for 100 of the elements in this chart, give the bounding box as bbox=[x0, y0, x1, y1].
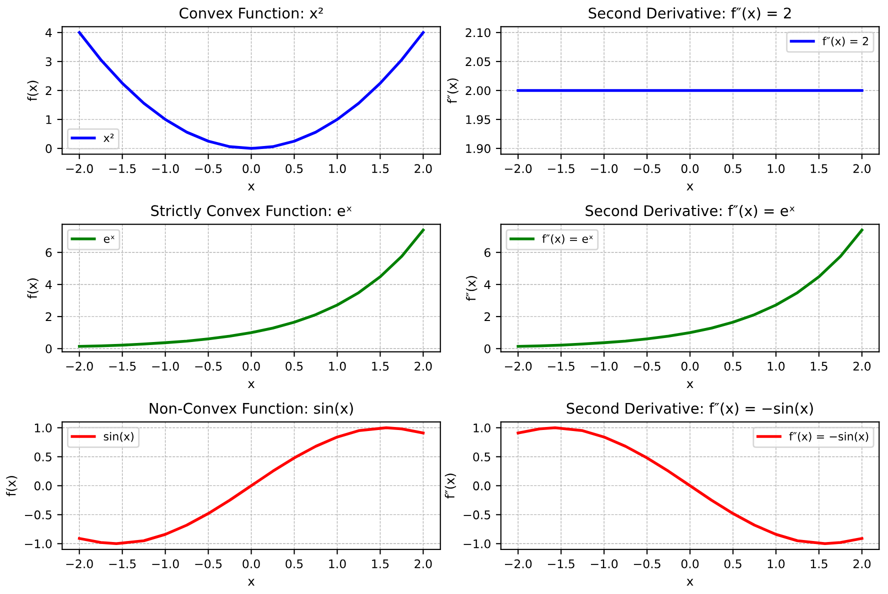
line-series bbox=[78, 426, 425, 546]
x-tick-label: 0.5 bbox=[724, 559, 742, 568]
x-tick-label: 0.0 bbox=[681, 559, 699, 568]
x-tick-label: 0.0 bbox=[242, 362, 260, 371]
x-tick-label: −1.5 bbox=[548, 164, 574, 174]
y-tick-label: 2.05 bbox=[466, 57, 490, 66]
x-tick-label: 0.0 bbox=[242, 164, 260, 174]
y-axis-title: f″(x) bbox=[466, 276, 478, 301]
legend-label: f″(x) = 2 bbox=[822, 36, 868, 47]
y-tick-label: 3 bbox=[46, 57, 52, 66]
x-tick-label: 1.5 bbox=[372, 362, 389, 371]
y-tick-label: 4 bbox=[46, 280, 52, 289]
y-tick-label: 2 bbox=[46, 86, 52, 95]
y-tick-label: 4 bbox=[46, 28, 52, 38]
y-tick-label: 4 bbox=[484, 280, 491, 289]
y-tick-label: 0.0 bbox=[34, 481, 52, 490]
chart-title: Second Derivative: f″(x) = −sin(x) bbox=[566, 402, 813, 416]
x-tick-label: 2.0 bbox=[414, 164, 432, 174]
y-axis-title: f″(x) bbox=[447, 78, 458, 104]
x-tick-label: 1.5 bbox=[810, 560, 828, 568]
x-tick-label: 2.0 bbox=[414, 559, 432, 568]
x-tick-label: 0.5 bbox=[286, 164, 303, 174]
x-axis-title: x bbox=[248, 381, 255, 388]
x-tick-label: −1.5 bbox=[109, 362, 136, 371]
y-tick-label: 1.0 bbox=[34, 423, 52, 432]
y-tick-label: 0.5 bbox=[473, 452, 490, 462]
x-tick-label: 1.5 bbox=[372, 560, 389, 568]
x-tick-label: −1.5 bbox=[548, 362, 574, 371]
x-tick-label: −0.5 bbox=[195, 559, 222, 568]
y-axis-title: f(x) bbox=[27, 80, 38, 101]
y-tick-label: 6 bbox=[46, 248, 52, 258]
x-tick-label: 2.0 bbox=[853, 362, 871, 371]
x-tick-label: 1.5 bbox=[810, 362, 828, 371]
x-tick-label: 1.0 bbox=[329, 164, 346, 174]
legend-label: f″(x) = −sin(x) bbox=[789, 432, 868, 442]
x-tick-label: −1.0 bbox=[152, 164, 179, 174]
x-axis-title: x bbox=[686, 381, 694, 388]
x-tick-label: 0.5 bbox=[724, 164, 742, 174]
chart-title: Second Derivative: f″(x) = eˣ bbox=[586, 204, 795, 218]
x-tick-label: 0.0 bbox=[681, 164, 699, 174]
x-tick-label: −1.0 bbox=[590, 362, 618, 371]
x-tick-label: 2.0 bbox=[853, 559, 871, 568]
legend-label: f″(x) = eˣ bbox=[542, 234, 593, 244]
x-tick-label: −2.0 bbox=[505, 362, 532, 371]
x-axis-title: x bbox=[686, 578, 694, 586]
line-series bbox=[78, 228, 425, 348]
y-tick-label: −0.5 bbox=[25, 510, 52, 520]
x-tick-label: 0.5 bbox=[286, 559, 303, 568]
legend-label: x² bbox=[104, 134, 114, 142]
line-series bbox=[516, 228, 864, 348]
y-tick-label: 2 bbox=[46, 312, 52, 322]
x-tick-label: −1.0 bbox=[590, 559, 618, 568]
x-tick-label: −2.0 bbox=[66, 164, 93, 174]
x-tick-label: −1.5 bbox=[548, 560, 574, 568]
x-tick-label: 1.0 bbox=[768, 164, 785, 174]
x-tick-label: −0.5 bbox=[634, 559, 660, 568]
y-tick-label: 2.00 bbox=[466, 86, 490, 96]
y-tick-label: 0 bbox=[484, 344, 490, 354]
x-tick-label: −1.5 bbox=[109, 164, 136, 174]
y-axis-title: f(x) bbox=[6, 476, 18, 496]
x-tick-label: −0.5 bbox=[634, 362, 660, 371]
y-axis-title: f″(x) bbox=[444, 474, 456, 499]
x-tick-label: 2.0 bbox=[414, 362, 432, 371]
x-tick-label: −0.5 bbox=[634, 164, 660, 174]
legend-label: eˣ bbox=[104, 236, 114, 243]
x-tick-label: 0.5 bbox=[286, 362, 303, 371]
y-tick-label: 1.0 bbox=[474, 423, 490, 432]
y-tick-label: 1 bbox=[46, 115, 52, 124]
y-axis-title: f(x) bbox=[27, 278, 38, 299]
x-axis-title: x bbox=[248, 578, 255, 586]
x-tick-label: −2.0 bbox=[66, 559, 93, 568]
x-tick-label: 0.0 bbox=[242, 559, 260, 568]
x-tick-label: 1.0 bbox=[329, 559, 346, 568]
legend-label: sin(x) bbox=[104, 432, 134, 442]
chart-title: Second Derivative: f″(x) = 2 bbox=[588, 7, 791, 20]
y-tick-label: −1.0 bbox=[25, 539, 52, 548]
x-tick-label: −0.5 bbox=[195, 362, 222, 371]
x-tick-label: 1.5 bbox=[810, 164, 828, 174]
line-series bbox=[78, 31, 425, 150]
y-tick-label: 0 bbox=[46, 144, 52, 154]
x-axis-title: x bbox=[686, 184, 694, 190]
y-tick-label: 1.90 bbox=[466, 144, 490, 154]
y-tick-label: 1.95 bbox=[466, 115, 490, 124]
x-tick-label: −2.0 bbox=[66, 362, 93, 371]
y-tick-label: 0 bbox=[46, 344, 52, 354]
x-tick-label: −2.0 bbox=[505, 164, 532, 174]
y-tick-label: 6 bbox=[484, 248, 490, 258]
chart-title: Non-Convex Function: sin(x) bbox=[150, 402, 353, 416]
chart-title: Convex Function: x² bbox=[180, 7, 323, 19]
x-tick-label: 1.0 bbox=[768, 559, 785, 568]
x-tick-label: 0.0 bbox=[681, 362, 699, 371]
x-tick-label: 0.5 bbox=[724, 362, 742, 371]
x-tick-label: 1.0 bbox=[329, 362, 346, 371]
y-tick-label: −0.5 bbox=[464, 510, 490, 520]
x-tick-label: −1.0 bbox=[590, 164, 618, 174]
y-tick-label: 0.0 bbox=[473, 481, 490, 490]
chart-title: Strictly Convex Function: eˣ bbox=[151, 204, 352, 220]
x-tick-label: −2.0 bbox=[505, 559, 532, 568]
x-tick-label: −0.5 bbox=[195, 164, 222, 174]
x-tick-label: 1.5 bbox=[372, 164, 389, 174]
